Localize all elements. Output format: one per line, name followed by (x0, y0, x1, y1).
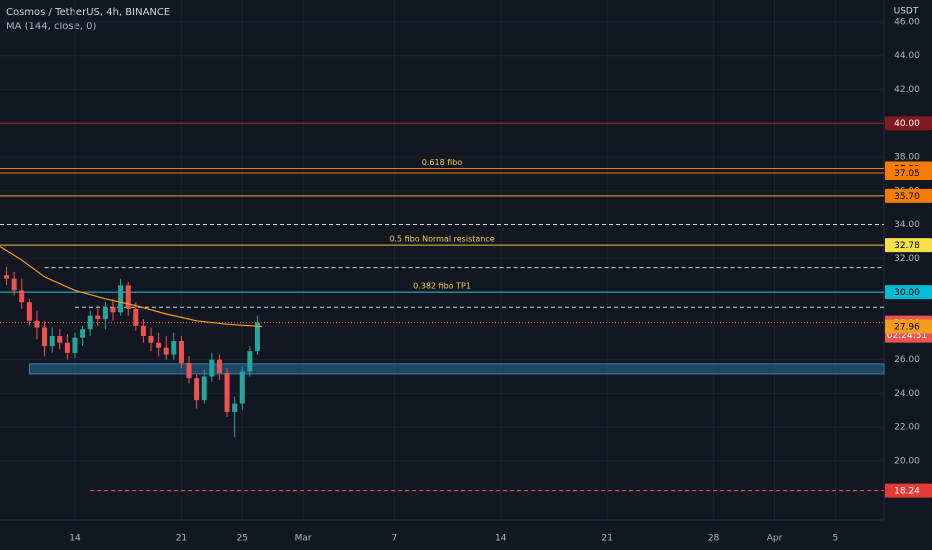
candle-body (209, 359, 215, 377)
y-tick-label: 44.00 (894, 51, 920, 61)
chart-title: Cosmos / TetherUS, 4h, BINANCE (6, 7, 170, 18)
candle-body (49, 335, 55, 347)
candle-body (11, 278, 17, 291)
candle-body (201, 376, 207, 401)
price-tag-label: 40.00 (894, 119, 920, 129)
candle-body (34, 320, 40, 328)
y-tick-label: 22.00 (894, 423, 920, 433)
candle-body (232, 403, 238, 412)
price-tag (885, 166, 932, 181)
candle-body (178, 341, 184, 363)
price-tag-label: 27.96 (894, 323, 920, 333)
price-tag-label: 37.05 (894, 169, 920, 179)
price-tag-label: 35.70 (894, 192, 920, 202)
candle-body (163, 347, 169, 355)
x-tick-label: 21 (176, 534, 187, 544)
candle-body (156, 342, 162, 348)
candle-body (140, 325, 146, 336)
candle-body (19, 290, 25, 303)
y-tick-label: 20.00 (894, 456, 920, 466)
x-tick-label: 5 (832, 534, 838, 544)
candle-body (216, 359, 222, 374)
candle-body (26, 302, 32, 321)
x-tick-label: Apr (767, 534, 783, 544)
y-tick-label: 32.00 (894, 254, 920, 264)
candle-body (95, 315, 101, 320)
candle-body (148, 335, 154, 343)
price-tag (885, 116, 932, 131)
indicator-label: MA (144, close, 0) (6, 21, 96, 32)
y-tick-label: 34.00 (894, 220, 920, 230)
support-zone (28, 363, 885, 375)
price-tag (885, 483, 932, 498)
candle-body (133, 308, 139, 326)
ma-line (0, 245, 263, 328)
level-annotation: 0.618 fibo (422, 158, 463, 167)
x-tick-label: 7 (391, 534, 397, 544)
countdown-label: 02:24:51 (887, 331, 927, 341)
x-tick-label: 21 (602, 534, 613, 544)
candle-body (239, 371, 245, 404)
x-tick-label: 14 (495, 534, 507, 544)
price-tag-label: 18.24 (894, 487, 920, 497)
x-tick-label: Mar (295, 534, 312, 544)
y-tick-label: 42.00 (894, 85, 920, 95)
y-tick-label: 46.00 (894, 17, 920, 27)
price-tag (885, 188, 932, 203)
candle-body (118, 285, 124, 313)
y-tick-label: 24.00 (894, 389, 920, 399)
price-tag-label: 32.78 (894, 241, 920, 251)
candle-body (125, 285, 131, 309)
y-tick-label: 26.00 (894, 355, 920, 365)
candle-body (194, 378, 200, 401)
currency-label: USDT (894, 7, 919, 17)
x-tick-label: 28 (708, 534, 720, 544)
level-annotation: 0.5 fibo Normal resistance (389, 235, 494, 244)
candle-body (186, 362, 192, 379)
candle-body (4, 275, 10, 279)
candle-body (80, 329, 86, 338)
x-tick-label: 25 (237, 534, 248, 544)
candle-body (171, 341, 177, 355)
x-tick-label: 14 (69, 534, 81, 544)
price-tag-label: 30.00 (894, 288, 920, 298)
candle-body (42, 327, 48, 347)
candle-body (57, 335, 63, 343)
price-tag (885, 319, 932, 334)
candle-body (87, 315, 93, 330)
level-annotation: 0.382 fibo TP1 (413, 282, 471, 291)
candle-body (72, 337, 78, 353)
candle-body (64, 342, 70, 353)
candle-body (247, 351, 253, 372)
candle-body (224, 373, 230, 412)
candle-body (102, 307, 108, 320)
y-tick-label: 38.00 (894, 153, 920, 163)
candle-body (110, 307, 116, 313)
candle-body (254, 322, 260, 352)
price-tag (885, 238, 932, 253)
price-tag (885, 285, 932, 300)
